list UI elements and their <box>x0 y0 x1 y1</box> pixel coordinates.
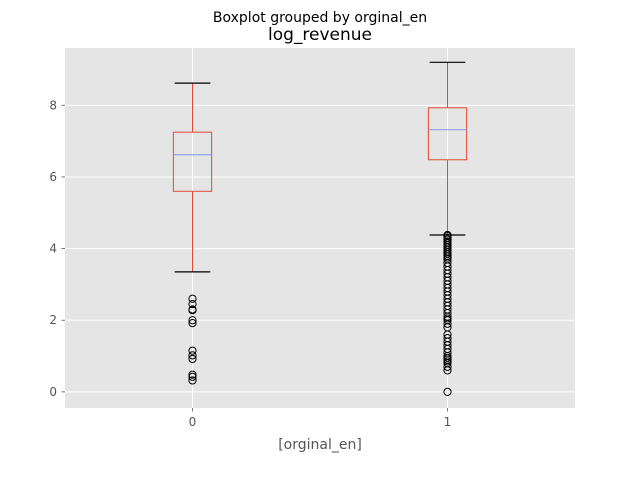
box <box>172 131 213 192</box>
box <box>427 107 468 161</box>
y-tick-label: 4 <box>49 242 57 256</box>
outlier-point <box>188 372 197 381</box>
chart-title: log_revenue <box>268 25 372 45</box>
outlier-point <box>188 346 197 355</box>
x-tick-label: 1 <box>444 415 452 429</box>
y-tick-label: 2 <box>49 313 57 327</box>
outlier-point <box>188 354 197 364</box>
outlier-point <box>188 306 197 315</box>
outlier-point <box>188 294 197 303</box>
outlier-point <box>443 387 452 396</box>
plot-area <box>65 48 575 408</box>
outlier-point <box>188 376 197 385</box>
y-tick-label: 6 <box>49 170 57 184</box>
outlier-point <box>443 362 452 371</box>
y-tick-label: 8 <box>49 98 57 112</box>
x-tick-label: 0 <box>189 415 197 429</box>
x-axis-label: [orginal_en] <box>278 437 362 453</box>
y-axis-ticks: 0 2 4 6 8 <box>49 98 65 399</box>
boxes <box>172 61 468 396</box>
y-tick-label: 0 <box>49 385 57 399</box>
outlier-point <box>188 300 197 309</box>
outlier-point <box>188 319 197 328</box>
outlier-point <box>443 366 452 375</box>
outlier-point <box>188 351 197 360</box>
outlier-point <box>443 319 452 328</box>
outlier-point <box>188 316 197 325</box>
chart-suptitle: Boxplot grouped by orginal_en <box>213 10 427 26</box>
outlier-point <box>188 370 197 379</box>
